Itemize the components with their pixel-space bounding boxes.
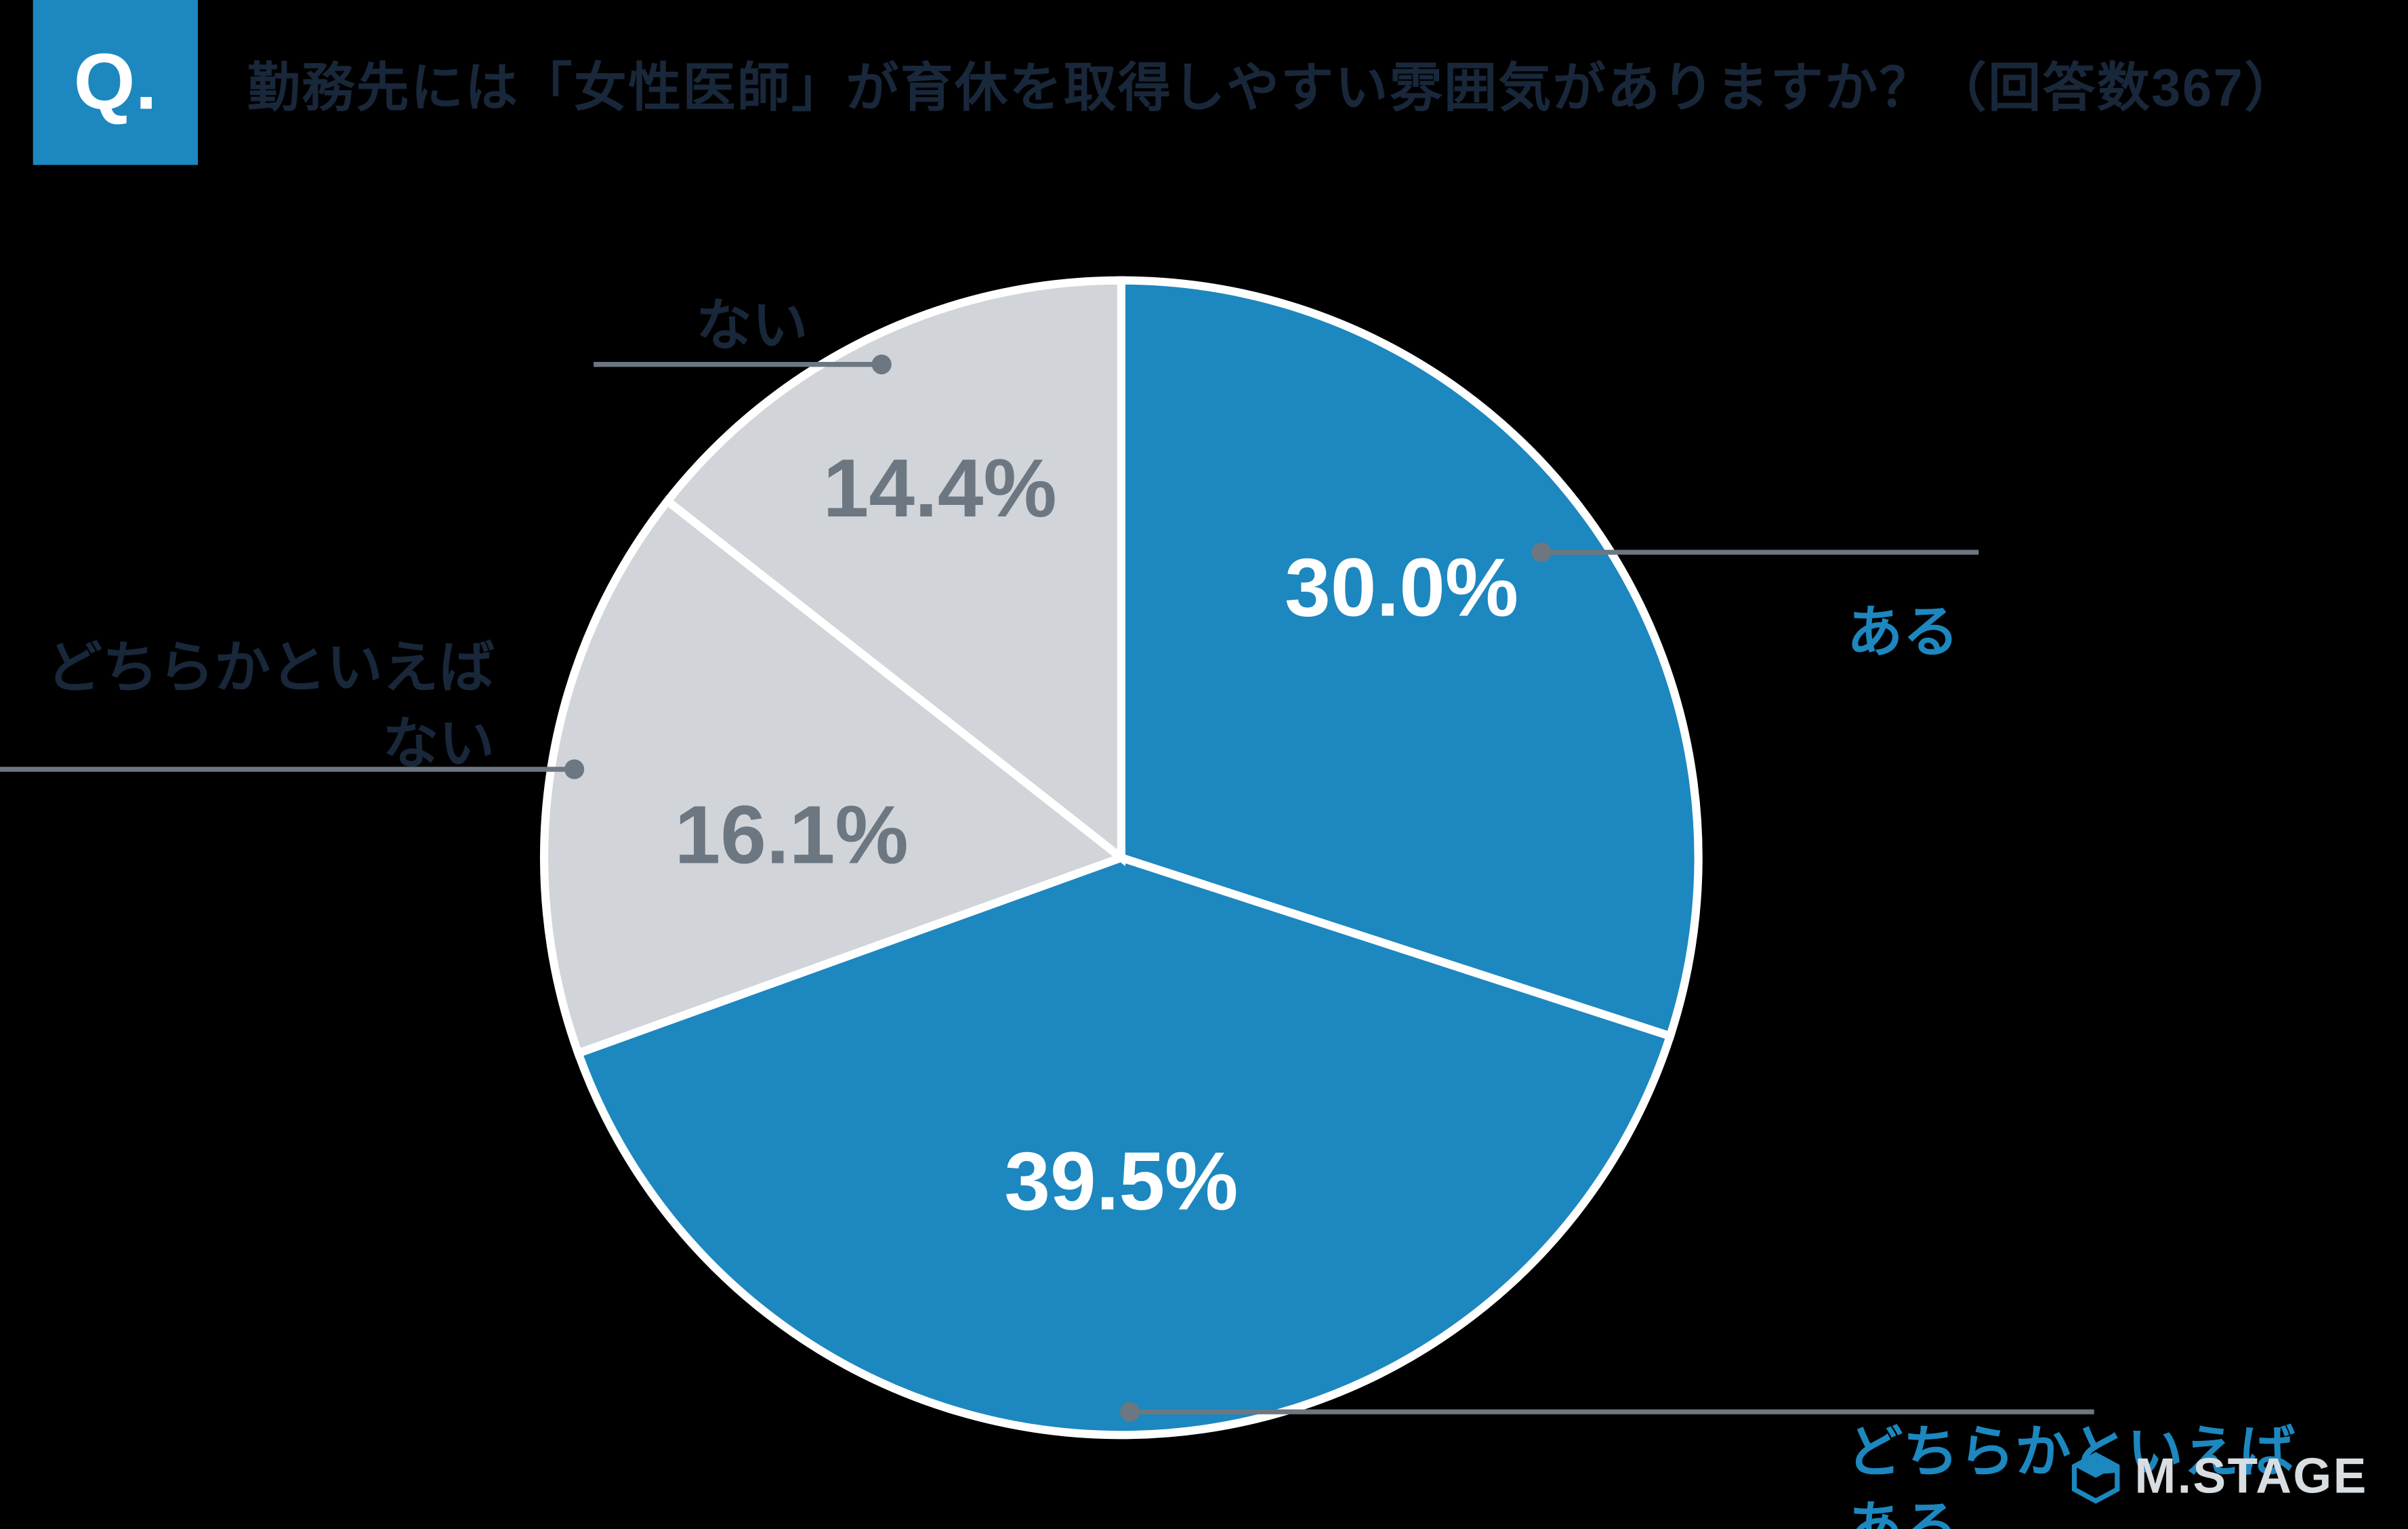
pie-callout-label: ない — [383, 712, 495, 775]
pie-callout-label: ある — [1847, 1496, 1959, 1529]
pie-callout-label: ない — [696, 294, 808, 357]
pie-callout-label: ある — [1847, 600, 1959, 664]
pie-callout-label: どちらかといえば — [46, 636, 495, 699]
pie-chart: 30.0%39.5%16.1%14.4%あるどちらかといえばあるどちらかといえば… — [0, 0, 2407, 1529]
pie-pct-label: 39.5% — [1004, 1135, 1238, 1227]
brand-hex-icon — [2069, 1452, 2121, 1505]
brand-logo: M.STAGE — [2069, 1450, 2368, 1506]
pie-pct-label: 16.1% — [675, 788, 909, 880]
pie-pct-label: 14.4% — [823, 442, 1057, 534]
pie-pct-label: 30.0% — [1285, 541, 1518, 633]
brand-text: M.STAGE — [2134, 1450, 2367, 1506]
